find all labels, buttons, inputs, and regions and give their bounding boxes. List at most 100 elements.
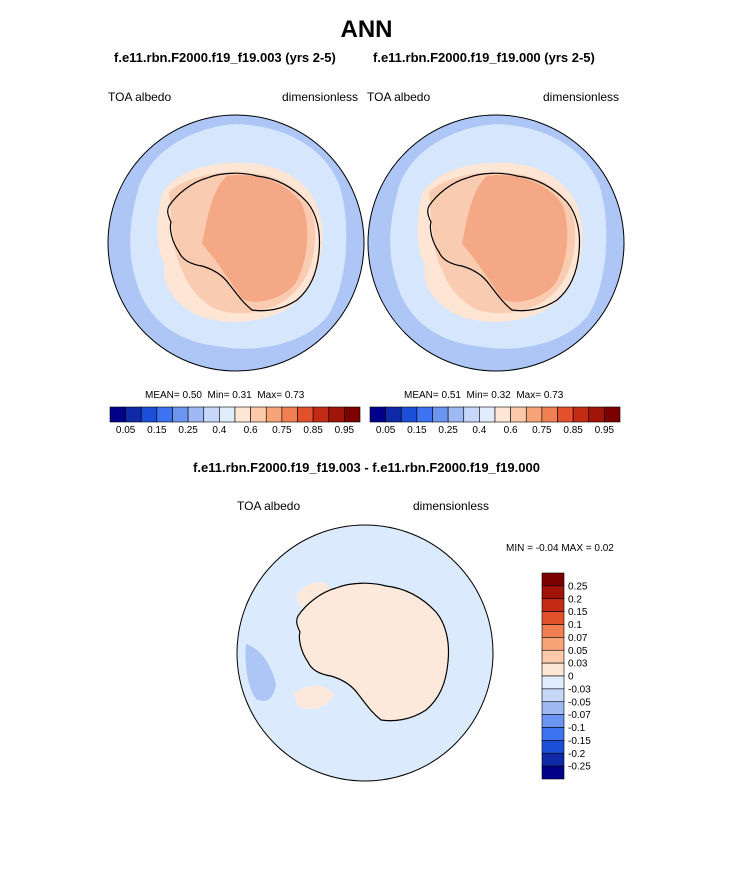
page-title: ANN [340, 16, 393, 43]
panel1-units-label: dimensionless [282, 90, 359, 104]
diff-colorbar-box [541, 624, 565, 638]
panel1-max-label: Max= [257, 390, 283, 401]
panel1-colorbar-box [203, 406, 220, 423]
panel1-colorbar-box [219, 406, 236, 423]
panel1-polar-map [107, 114, 365, 372]
panel2-mean-label: MEAN= [404, 390, 439, 401]
panel1-colorbar-box [156, 406, 173, 423]
diff-colorbar-box [541, 585, 565, 600]
diff-positive-patch-south [294, 685, 334, 709]
panel1-mean-value: 0.50 [182, 390, 202, 401]
diff-colorbar: 0.25 0.2 0.15 0.1 0.07 0.05 0.03 0-0.03 -0.05 -0.… [541, 572, 591, 780]
diff-polar-map [236, 524, 494, 782]
diff-variable-label: TOA albedo [237, 499, 301, 513]
panel2-colorbar-tick-label: 0.75 [532, 425, 552, 436]
panel2-colorbar: 0.05 0.15 0.25 0.4 0.6 0.75 0.85 0.95 [369, 406, 621, 436]
diff-map-border [236, 524, 494, 782]
diff-units-label: dimensionless [413, 499, 490, 513]
diff-min-value: -0.04 [535, 543, 559, 554]
panel1-colorbar-tick-label: 0.75 [272, 425, 292, 436]
panel1-colorbar-tick-label: 0.85 [303, 425, 323, 436]
diff-colorbar-box [541, 740, 565, 754]
diff-colorbar-box [541, 637, 565, 651]
panel1-colorbar-box [312, 406, 330, 423]
diff-colorbar-tick-label: 0.15 [568, 607, 588, 618]
diff-colorbar-tick-label: -0.05 [568, 697, 591, 708]
panel2-colorbar-tick-label: 0.4 [472, 425, 486, 436]
panel2-colorbar-box [510, 406, 527, 423]
panel1-colorbar-box [328, 406, 345, 423]
panel1-stats: MEAN= 0.50 Min= 0.31 Max= 0.73 [145, 390, 304, 401]
panel1-colorbar-box [187, 406, 205, 423]
panel2-coastline [427, 172, 581, 312]
diff-colorbar-box [541, 611, 565, 625]
diff-colorbar-tick-label: 0 [568, 672, 574, 683]
panel2-max-value: 0.73 [543, 390, 564, 401]
panel2-colorbar-box [385, 406, 402, 423]
panel2-colorbar-box [479, 406, 496, 423]
panel2-colorbar-box [400, 406, 418, 423]
panel2-colorbar-box [369, 406, 386, 423]
panel1-land-inner [202, 175, 308, 302]
diff-colorbar-box [541, 765, 565, 780]
panel2-polar-map [367, 114, 625, 372]
panel2-colorbar-box [432, 406, 449, 423]
panel2-min-value: 0.32 [491, 390, 511, 401]
diff-min-max: MIN = -0.04 MAX = 0.02 [506, 543, 614, 554]
diff-colorbar-tick-label: -0.15 [568, 736, 591, 747]
diff-colorbar-tick-label: 0.2 [568, 594, 582, 605]
diff-colorbar-box [541, 752, 565, 767]
diff-colorbar-box [541, 701, 565, 715]
panel2-mean-value: 0.51 [441, 390, 461, 401]
diff-colorbar-tick-label: -0.03 [568, 684, 591, 695]
panel1-colorbar-box [172, 406, 189, 423]
panel1-colorbar-tick-label: 0.6 [244, 425, 258, 436]
panel1-colorbar-box [140, 406, 158, 423]
panel2-colorbar-tick-label: 0.15 [407, 425, 427, 436]
panel1-min-value: 0.31 [232, 390, 252, 401]
diff-colorbar-tick-label: 0.1 [568, 620, 582, 631]
diff-colorbar-box [541, 662, 565, 677]
panel1-max-value: 0.73 [284, 390, 305, 401]
panel2-case-title: f.e11.rbn.F2000.f19_f19.000 (yrs 2-5) [373, 50, 595, 65]
panel1-colorbar-tick-label: 0.05 [116, 425, 136, 436]
diff-title: f.e11.rbn.F2000.f19_f19.003 - f.e11.rbn.… [193, 460, 540, 475]
panel2-units-label: dimensionless [543, 90, 620, 104]
panel2-colorbar-box [557, 406, 574, 423]
panel2-colorbar-box [494, 406, 511, 423]
panel2-stats: MEAN= 0.51 Min= 0.32 Max= 0.73 [404, 390, 563, 401]
panel1-colorbar-box [281, 406, 298, 423]
diff-land [296, 583, 449, 721]
panel2-colorbar-box [525, 406, 543, 423]
panel2-max-label: Max= [516, 390, 542, 401]
panel1-colorbar-tick-label: 0.95 [335, 425, 355, 436]
diff-negative-patch-west [245, 644, 276, 701]
diff-colorbar-tick-label: 0.03 [568, 659, 588, 670]
diff-colorbar-tick-label: -0.07 [568, 710, 591, 721]
panel1-case-title: f.e11.rbn.F2000.f19_f19.003 (yrs 2-5) [114, 50, 336, 65]
panel2-colorbar-box [572, 406, 590, 423]
diff-colorbar-box [541, 727, 565, 741]
diff-coastline [296, 582, 450, 722]
diff-colorbar-tick-label: 0.07 [568, 633, 588, 644]
panel1-colorbar-tick-label: 0.25 [178, 425, 198, 436]
panel1-colorbar-tick-label: 0.15 [147, 425, 167, 436]
panel1-coastline [167, 172, 321, 312]
panel2-colorbar-tick-label: 0.95 [595, 425, 615, 436]
panel1-min-label: Min= [207, 390, 230, 401]
panel1-colorbar: 0.05 0.15 0.25 0.4 0.6 0.75 0.85 0.95 [109, 406, 361, 436]
panel2-variable-label: TOA albedo [367, 90, 431, 104]
diff-colorbar-tick-label: -0.25 [568, 762, 591, 773]
diff-colorbar-box [541, 714, 565, 728]
diff-min-label: MIN = [506, 543, 533, 554]
diff-colorbar-tick-label: 0.05 [568, 646, 588, 657]
panel2-colorbar-box [447, 406, 465, 423]
panel1-colorbar-box [297, 406, 314, 423]
diff-max-label: MAX = [561, 543, 592, 554]
diff-colorbar-box [541, 675, 565, 690]
diff-colorbar-tick-label: -0.2 [568, 749, 586, 760]
panel2-colorbar-box [588, 406, 605, 423]
panel2-colorbar-box [416, 406, 433, 423]
panel1-colorbar-box [109, 406, 126, 423]
panel1-mean-label: MEAN= [145, 390, 180, 401]
